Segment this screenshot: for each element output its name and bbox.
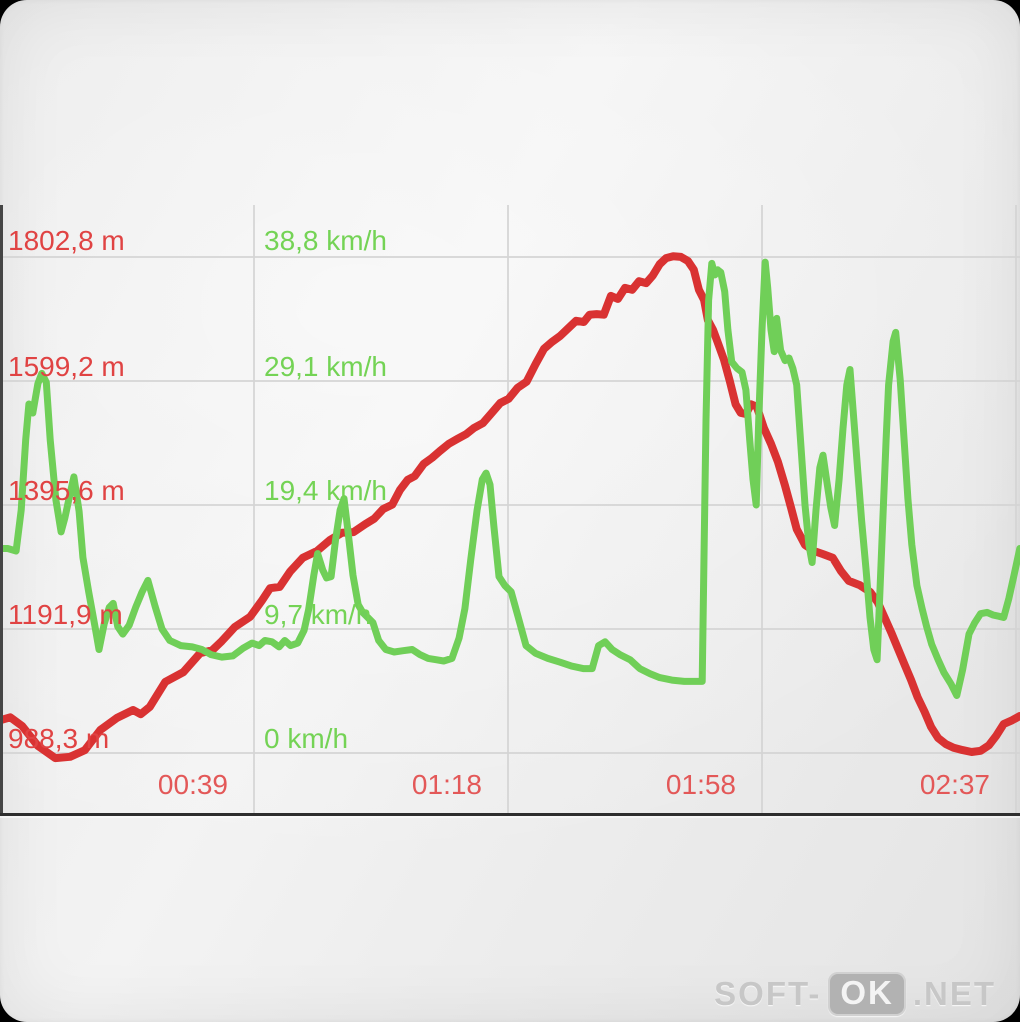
elevation-tick-label: 988,3 m	[8, 723, 110, 754]
elevation-tick-label: 1599,2 m	[8, 351, 125, 382]
watermark-prefix: SOFT-	[714, 975, 822, 1012]
watermark: SOFT- OK .NET	[714, 972, 996, 1016]
speed-tick-label: 38,8 km/h	[264, 225, 387, 256]
x-axis-line	[0, 813, 1020, 816]
elevation-tick-label: 1191,9 m	[8, 599, 123, 630]
speed-tick-label: 29,1 km/h	[264, 351, 387, 382]
elevation-tick-label: 1395,6 m	[8, 475, 125, 506]
watermark-ok-badge: OK	[828, 972, 906, 1016]
time-tick-label: 01:58	[665, 769, 736, 800]
watermark-suffix: .NET	[912, 975, 996, 1012]
time-tick-label: 02:37	[919, 769, 990, 800]
time-tick-label: 01:18	[411, 769, 482, 800]
speed-tick-label: 0 km/h	[264, 723, 349, 754]
y-axis-line	[0, 205, 3, 815]
x-axis-highlight	[0, 816, 1020, 818]
time-tick-label: 00:39	[157, 769, 228, 800]
speed-tick-label: 9,7 km/h	[264, 599, 372, 630]
elevation-tick-label: 1802,8 m	[8, 225, 125, 256]
speed-tick-label: 19,4 km/h	[264, 475, 387, 506]
